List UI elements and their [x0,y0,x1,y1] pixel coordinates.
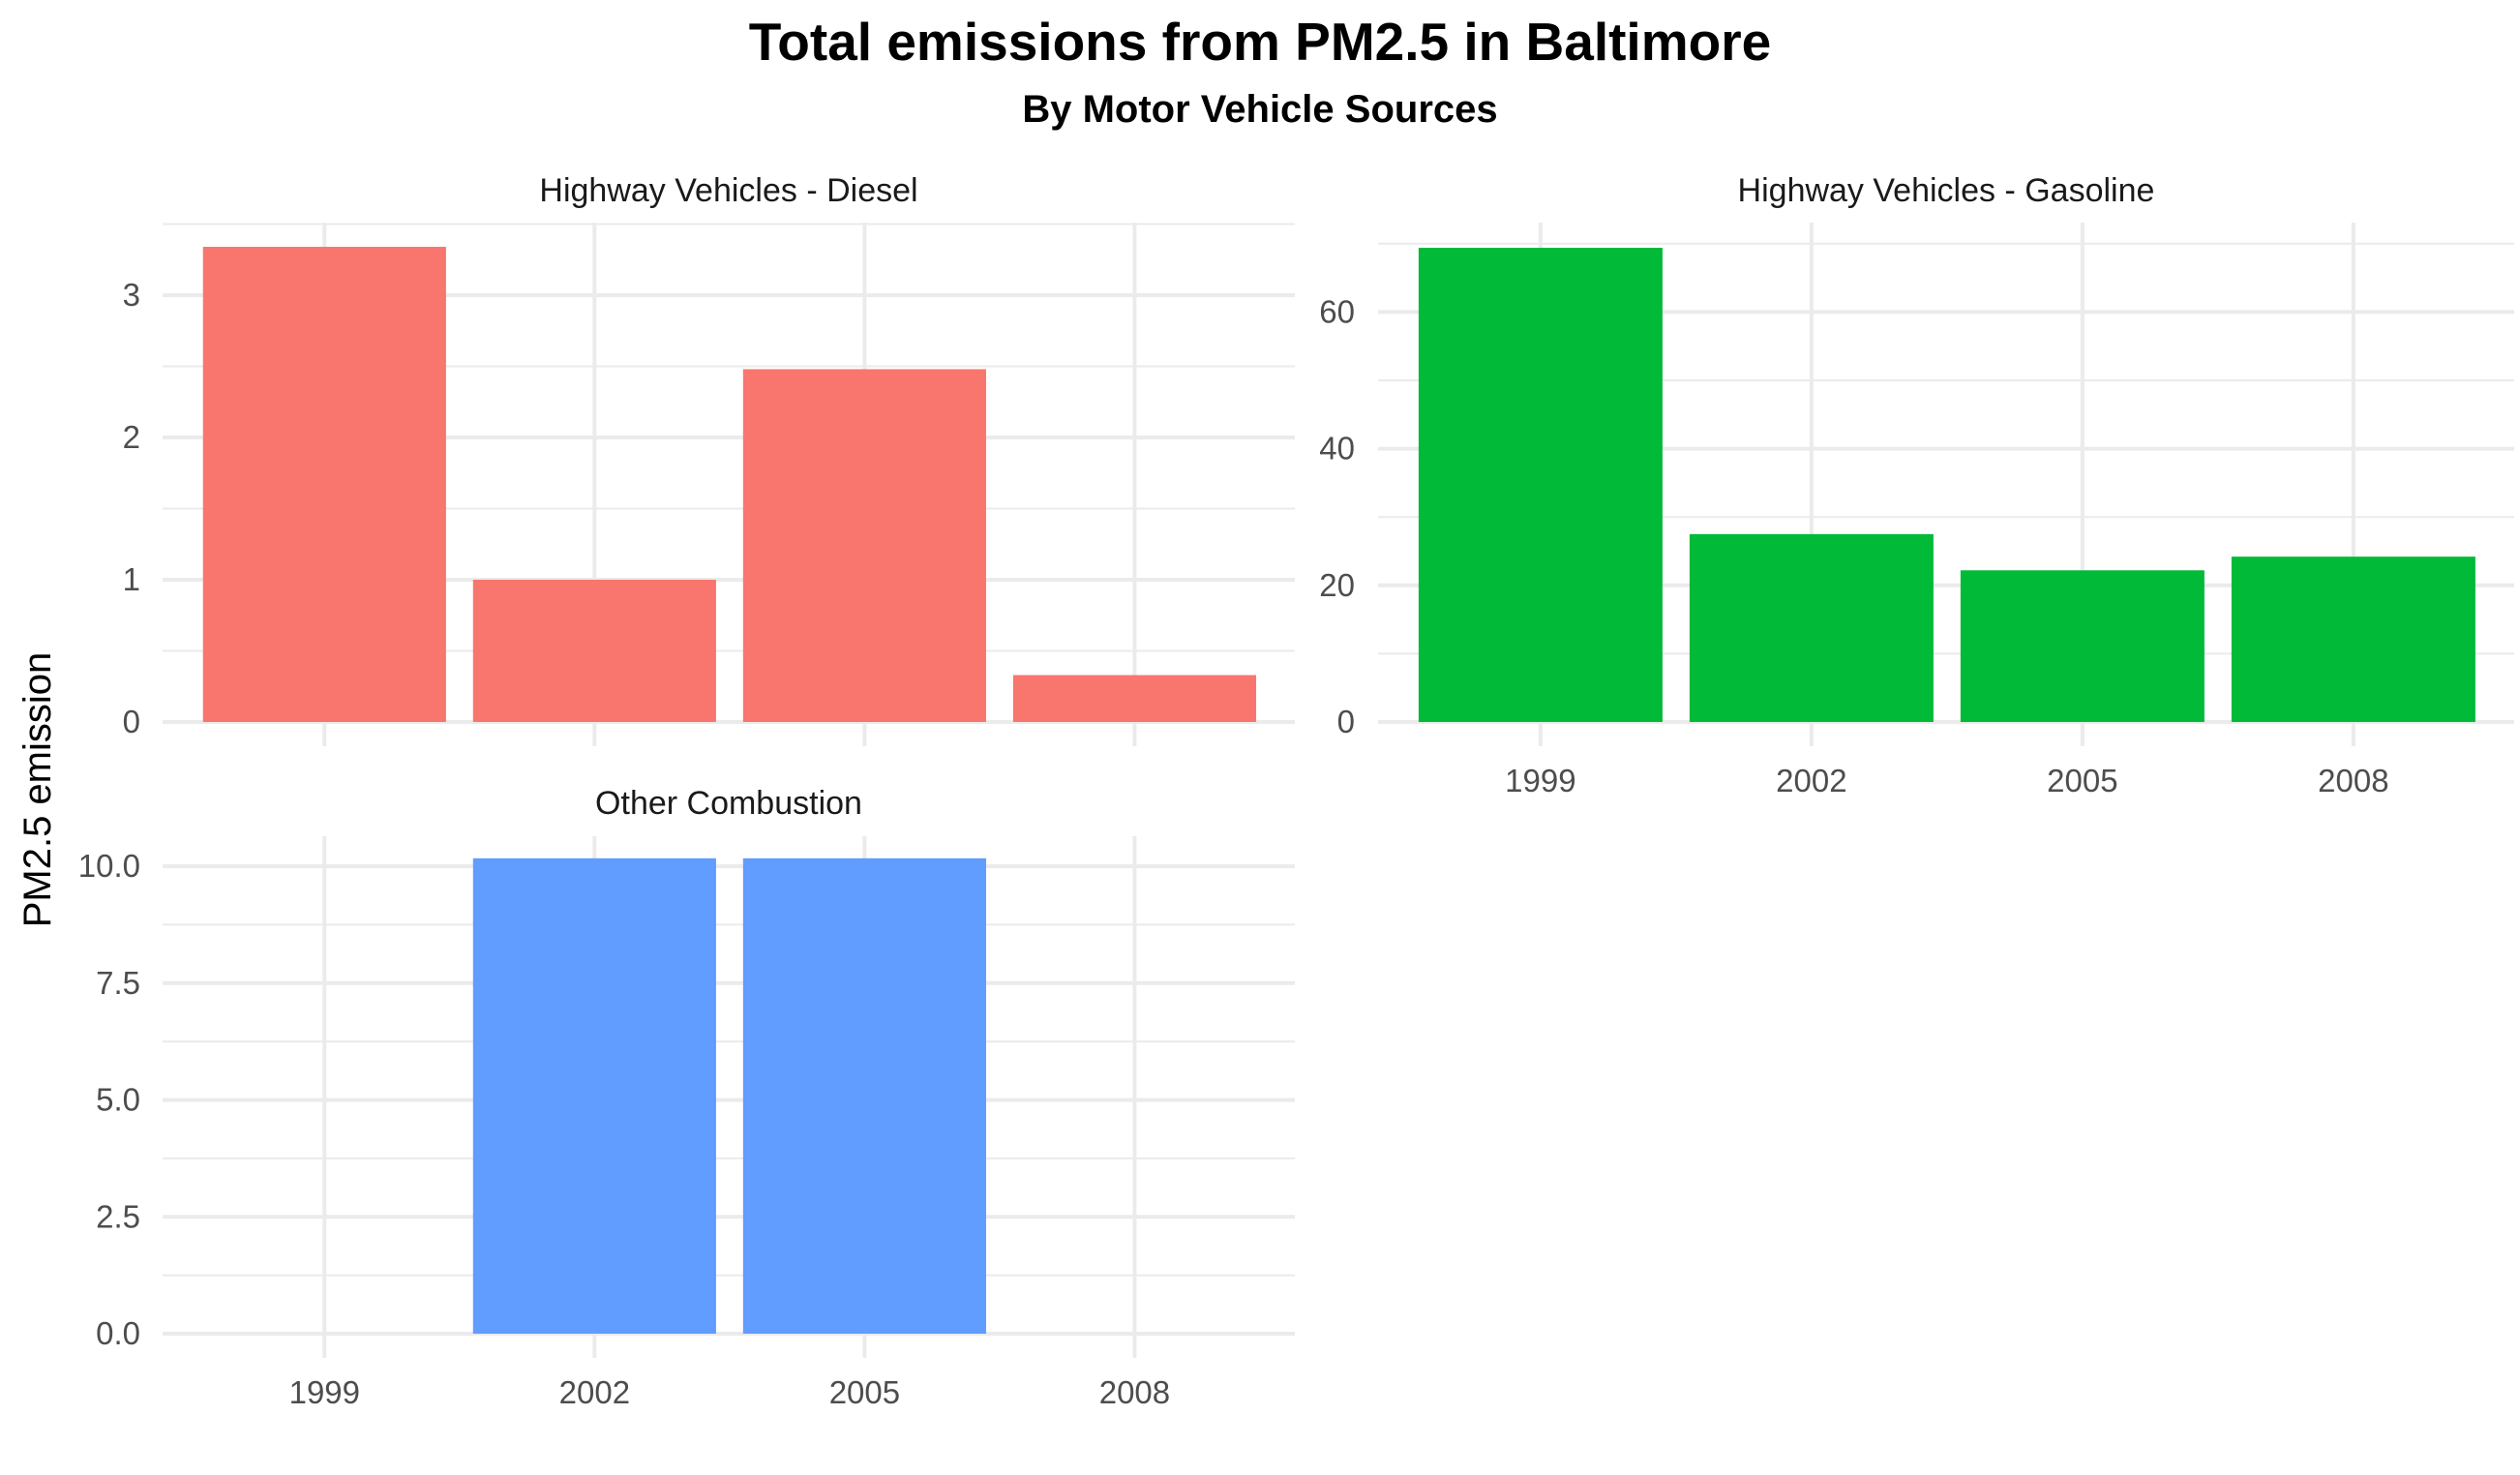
y-tick-label: 2.5 [96,1198,140,1234]
bar-2008 [2231,557,2475,722]
bar-2002 [472,858,716,1334]
bar-2008 [1012,675,1257,722]
panel-strip-label: Highway Vehicles - Gasoline [1738,172,2155,209]
y-tick-label: 20 [1319,567,1355,603]
panel-other-combustion: Other Combustion 0.0 2.5 5.0 7.5 10.0 1999 2002… [78,785,1295,1410]
bar-1999 [202,247,446,722]
panel-gasoline: Highway Vehicles - Gasoline 0 20 40 60 1999 20… [1319,172,2514,798]
y-tick-label: 60 [1319,293,1355,329]
chart-title: Total emissions from PM2.5 in Baltimore [749,12,1771,72]
panel-diesel: Highway Vehicles - Diesel 0 1 2 3 [123,172,1295,746]
y-tick-label: 0.0 [96,1315,140,1351]
x-tick-label: 2008 [1099,1374,1170,1410]
bar-2005 [742,858,986,1334]
x-tick-label: 2002 [559,1374,630,1410]
panel-strip-label: Other Combustion [595,785,862,822]
x-tick-label: 2008 [2318,763,2388,798]
y-tick-label: 1 [123,561,140,597]
x-tick-label: 1999 [1505,763,1575,798]
bar-1999 [1418,248,1663,722]
bar-2005 [742,369,986,722]
y-axis-title: PM2.5 emission [16,652,59,928]
y-tick-label: 0 [1337,704,1355,739]
x-tick-label: 2002 [1776,763,1846,798]
bar-2005 [1960,570,2205,722]
y-tick-label: 0 [123,704,140,739]
y-tick-label: 7.5 [96,965,140,1001]
x-tick-label: 2005 [2047,763,2117,798]
y-tick-label: 5.0 [96,1082,140,1118]
y-tick-label: 40 [1319,431,1355,467]
bar-2002 [1689,533,1934,722]
y-tick-label: 2 [123,419,140,455]
bar-2002 [472,580,716,722]
x-tick-label: 1999 [289,1374,360,1410]
y-tick-label: 3 [123,277,140,313]
y-tick-label: 10.0 [78,848,140,884]
chart-subtitle: By Motor Vehicle Sources [1022,88,1497,131]
panel-strip-label: Highway Vehicles - Diesel [539,172,917,209]
x-tick-label: 2005 [829,1374,900,1410]
